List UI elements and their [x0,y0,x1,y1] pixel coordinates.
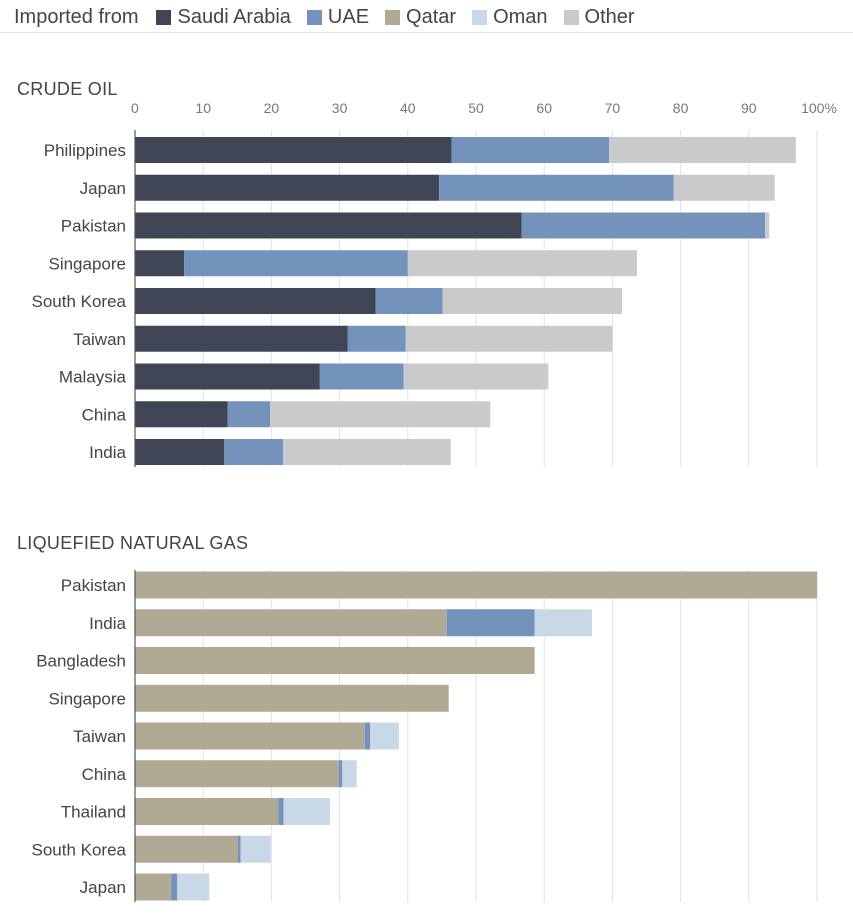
lng-bar-taiwan-uae [364,722,371,750]
crude-bar-south-korea-uae [375,288,443,314]
lng-bar-japan-qatar [135,873,172,901]
lng-bar-thailand-uae [278,798,284,825]
crude-oil-title: CRUDE OIL [17,79,118,99]
crude-bar-japan-saudi-arabia [135,174,440,201]
crude-category-label-singapore: Singapore [48,254,126,273]
crude-category-label-china: China [82,405,127,424]
crude-tick-label-30: 30 [332,100,348,116]
crude-bar-japan-other [673,174,775,201]
crude-category-label-malaysia: Malaysia [59,368,127,387]
crude-bar-taiwan-uae [347,325,406,352]
lng-bar-thailand-oman [283,798,331,825]
lng-category-label-singapore: Singapore [48,689,126,708]
crude-bar-japan-uae [439,174,674,201]
lng-category-label-china: China [82,765,127,784]
legend-label-other: Other [584,5,635,28]
lng-category-label-india: India [89,614,126,633]
legend-label-saudi-arabia: Saudi Arabia [177,5,291,28]
crude-bar-india-saudi-arabia [135,439,225,465]
crude-bar-south-korea-other [442,288,622,314]
lng-bar-india-qatar [135,609,447,637]
lng-bar-bangladesh-qatar [135,647,535,674]
legend-entry-other: Other [563,5,635,29]
lng-bar-pakistan-qatar [135,571,817,599]
crude-bar-india-other [282,439,451,465]
legend-swatch-uae [306,9,322,25]
lng-bar-japan-oman [177,873,210,901]
crude-bar-pakistan-uae [521,212,766,239]
lng-bar-india-oman [534,609,592,637]
crude-tick-label-100: 100% [801,100,837,116]
crude-bar-singapore-uae [184,250,408,277]
crude-category-label-japan: Japan [80,179,126,198]
crude-bar-malaysia-other [403,363,549,390]
legend-swatch-qatar [385,9,401,25]
crude-bar-malaysia-saudi-arabia [135,363,320,390]
lng-category-label-taiwan: Taiwan [73,727,126,746]
crude-bar-india-uae [224,439,283,465]
crude-bar-malaysia-uae [319,363,404,390]
legend-label-qatar: Qatar [406,5,457,28]
crude-bar-philippines-other [608,137,796,163]
crude-tick-label-90: 90 [741,100,757,116]
legend-entry-uae: UAE [306,5,370,29]
legend-entry-oman: Oman [472,5,548,29]
lng-bar-taiwan-qatar [135,722,365,750]
crude-category-label-taiwan: Taiwan [73,330,126,349]
legend-title: Imported from [14,5,139,28]
crude-tick-label-80: 80 [673,100,689,116]
crude-bar-singapore-saudi-arabia [135,250,185,277]
legend-entry-saudi-arabia: Saudi Arabia [156,5,291,29]
lng-bar-china-qatar [135,760,339,788]
crude-bar-china-uae [227,401,271,428]
legend: Imported from Saudi Arabia UAE Qatar Oma… [14,4,651,30]
legend-entry-qatar: Qatar [385,6,456,29]
crude-bar-south-korea-saudi-arabia [135,288,376,314]
crude-bar-china-saudi-arabia [135,401,228,428]
lng-category-label-bangladesh: Bangladesh [36,652,126,671]
crude-bar-taiwan-saudi-arabia [135,325,348,352]
lng-bar-china-oman [342,760,357,788]
crude-bar-pakistan-saudi-arabia [135,212,522,239]
legend-label-oman: Oman [493,5,548,28]
lng-bar-thailand-qatar [135,798,279,825]
lng-bar-india-uae [446,609,535,637]
crude-bar-taiwan-other [405,325,613,352]
crude-bar-philippines-saudi-arabia [135,137,452,163]
lng-category-label-pakistan: Pakistan [61,576,126,595]
legend-label-uae: UAE [327,5,370,28]
crude-tick-label-50: 50 [468,100,484,116]
crude-tick-label-40: 40 [400,100,416,116]
crude-category-label-philippines: Philippines [44,141,126,160]
crude-tick-label-60: 60 [536,100,552,116]
legend-divider [0,32,853,33]
legend-swatch-other [563,9,579,25]
lng-title: LIQUEFIED NATURAL GAS [17,533,249,553]
lng-bar-south-korea-oman [240,835,271,863]
lng-bar-singapore-qatar [135,684,449,712]
crude-tick-label-0: 0 [131,100,139,116]
crude-bar-singapore-other [407,250,637,277]
lng-category-label-south-korea: South Korea [31,840,126,859]
crude-category-label-south-korea: South Korea [31,292,126,311]
crude-bar-philippines-uae [451,137,609,163]
legend-swatch-saudi-arabia [156,9,172,25]
crude-tick-label-10: 10 [195,100,211,116]
lng-bar-china-uae [338,760,343,788]
lng-bar-taiwan-oman [370,722,399,750]
crude-bar-china-other [270,401,491,428]
crude-bar-pakistan-other [765,212,770,239]
crude-category-label-india: India [89,443,126,462]
lng-bar-south-korea-uae [237,835,241,863]
lng-bar-japan-uae [171,873,178,901]
crude-category-label-pakistan: Pakistan [61,217,126,236]
lng-bar-south-korea-qatar [135,835,238,863]
lng-category-label-thailand: Thailand [61,803,126,822]
lng-category-label-japan: Japan [80,878,126,897]
crude-tick-label-20: 20 [264,100,280,116]
crude-tick-label-70: 70 [605,100,621,116]
legend-swatch-oman [472,9,488,25]
